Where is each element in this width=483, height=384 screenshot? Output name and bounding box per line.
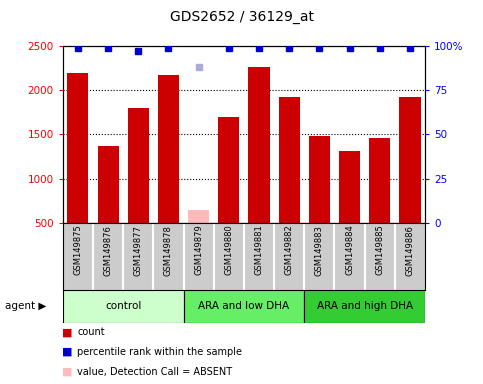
Text: ■: ■	[62, 367, 73, 377]
Text: GSM149879: GSM149879	[194, 225, 203, 275]
Bar	[309, 136, 330, 223]
Text: GSM149875: GSM149875	[73, 225, 83, 275]
Text: agent ▶: agent ▶	[5, 301, 46, 311]
Text: GSM149878: GSM149878	[164, 225, 173, 276]
Text: GSM149884: GSM149884	[345, 225, 354, 275]
Bar	[67, 73, 88, 223]
Text: count: count	[77, 327, 105, 337]
Bar	[188, 210, 209, 223]
Bar	[158, 75, 179, 223]
Bar	[369, 138, 390, 223]
Text: ARA and high DHA: ARA and high DHA	[316, 301, 413, 311]
Text: GSM149882: GSM149882	[284, 225, 294, 275]
Bar	[128, 108, 149, 223]
Text: control: control	[105, 301, 142, 311]
Text: GSM149877: GSM149877	[134, 225, 143, 276]
Bar	[63, 290, 184, 323]
Bar	[279, 97, 300, 223]
Text: percentile rank within the sample: percentile rank within the sample	[77, 347, 242, 357]
Text: GSM149883: GSM149883	[315, 225, 324, 276]
Bar	[399, 97, 421, 223]
Text: GSM149886: GSM149886	[405, 225, 414, 276]
Text: GSM149880: GSM149880	[224, 225, 233, 275]
Text: ■: ■	[62, 347, 73, 357]
Bar	[304, 290, 425, 323]
Text: GSM149876: GSM149876	[103, 225, 113, 276]
Text: GSM149881: GSM149881	[255, 225, 264, 275]
Bar	[184, 290, 304, 323]
Text: value, Detection Call = ABSENT: value, Detection Call = ABSENT	[77, 367, 232, 377]
Text: ARA and low DHA: ARA and low DHA	[199, 301, 289, 311]
Text: ■: ■	[62, 327, 73, 337]
Bar	[339, 151, 360, 223]
Bar	[218, 117, 240, 223]
Text: GSM149885: GSM149885	[375, 225, 384, 275]
Text: GDS2652 / 36129_at: GDS2652 / 36129_at	[170, 10, 313, 23]
Bar	[248, 67, 270, 223]
Bar	[98, 146, 119, 223]
